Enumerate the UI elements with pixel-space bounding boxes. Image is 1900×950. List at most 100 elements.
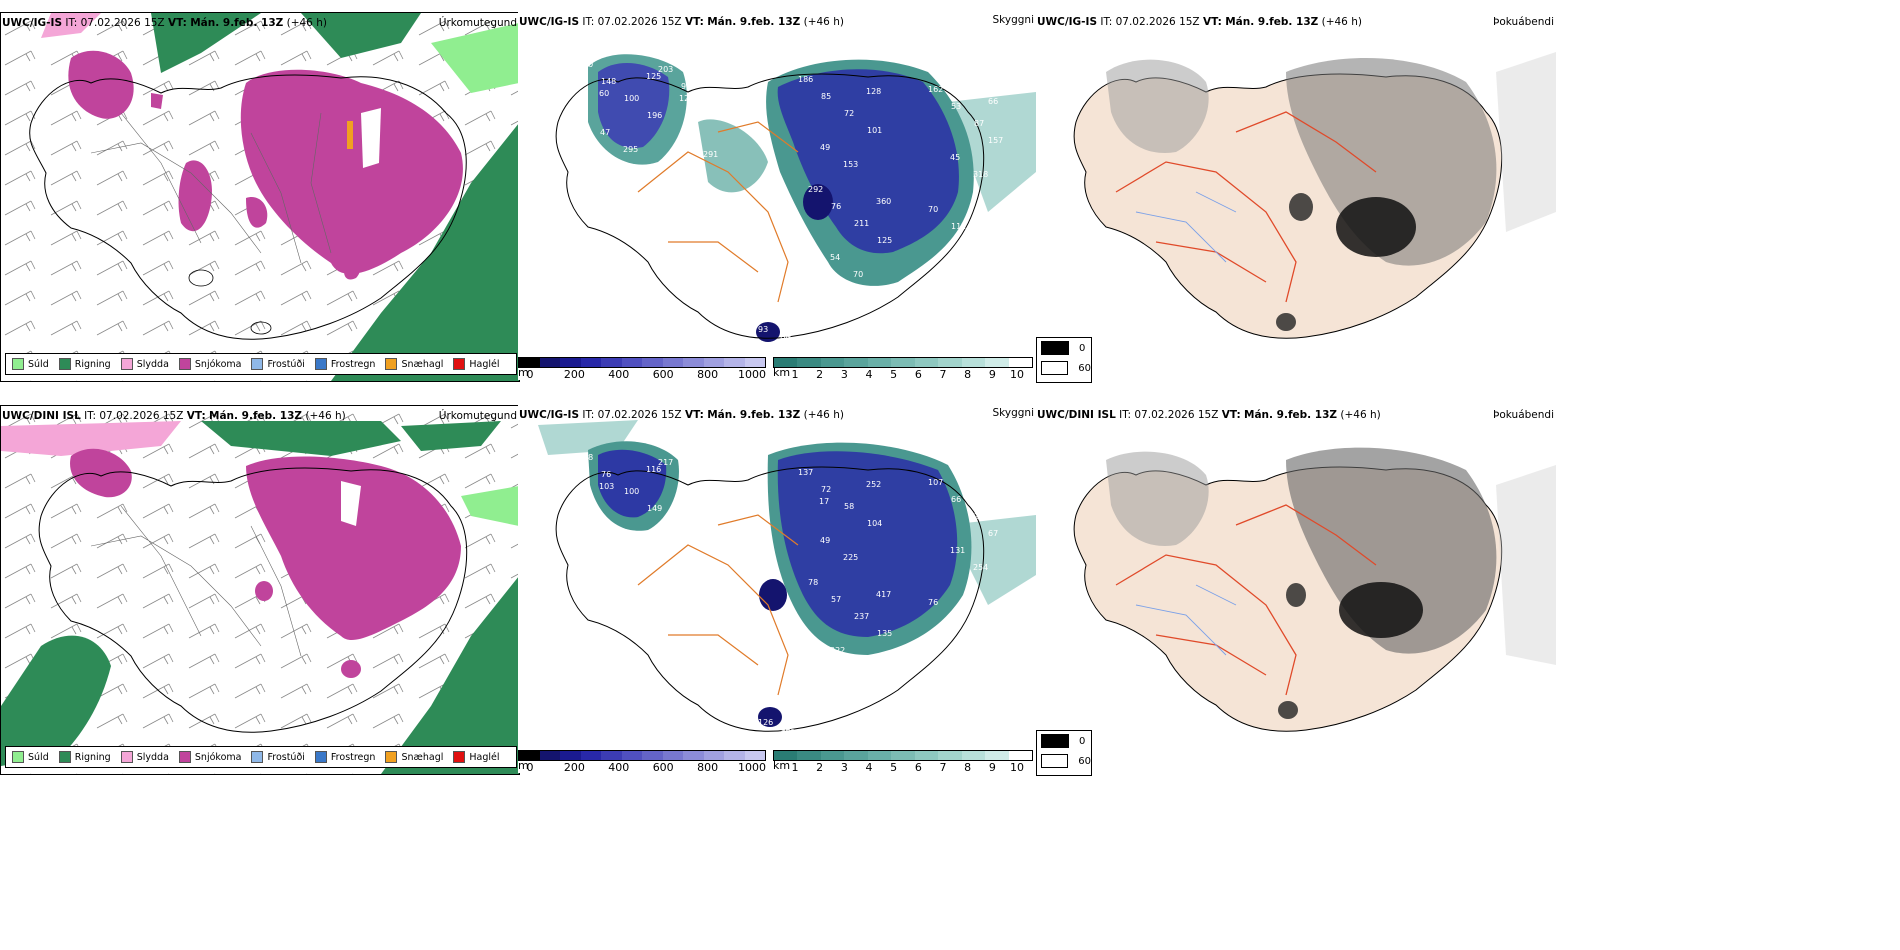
panel-header: UWC/IG-IS IT: 07.02.2026 15Z VT: Mán. 9.… bbox=[1037, 16, 1362, 28]
ceiling-value-label: 295 bbox=[623, 145, 638, 154]
init-label: IT: bbox=[582, 16, 595, 28]
ceiling-value-label: 54 bbox=[830, 253, 840, 262]
ceiling-value-label: 254 bbox=[973, 563, 988, 572]
legend-swatch bbox=[12, 358, 24, 370]
cloud-map: 138 217 137 107 78 126 76 76 88 72 66 57 49 86 100 136 5… bbox=[538, 420, 1036, 737]
init-time: 07.02.2026 15Z bbox=[99, 410, 184, 422]
panel-label-precip: Úrkomutegund bbox=[438, 17, 517, 29]
colorbar-tick: 7 bbox=[939, 761, 947, 773]
legend-item-5: Frostregn bbox=[314, 751, 376, 763]
init-time: 07.02.2026 15Z bbox=[80, 17, 165, 29]
ceiling-unit: m bbox=[518, 366, 529, 379]
legend-swatch bbox=[251, 751, 264, 763]
lead-time: (+46 h) bbox=[305, 410, 346, 422]
ceiling-value-label: 86 bbox=[951, 615, 961, 624]
valid-label: VT: bbox=[167, 17, 187, 29]
legend-label: Súld bbox=[28, 751, 49, 763]
ceiling-value-label: 215 bbox=[804, 335, 819, 344]
cloud-panel-top: UWC/IG-IS IT: 07.02.2026 15Z VT: Mán. 9.… bbox=[518, 12, 1036, 380]
panel-header: UWC/IG-IS IT: 07.02.2026 15Z VT: Mán. 9.… bbox=[519, 409, 844, 421]
legend-swatch bbox=[58, 358, 71, 370]
ceiling-value-label: 67 bbox=[988, 529, 998, 538]
panel-label-cloud: Skyggni bbox=[992, 407, 1035, 419]
ceiling-value-label: 72 bbox=[844, 109, 854, 118]
ceiling-value-label: 47 bbox=[600, 128, 610, 137]
colorbar-tick: 600 bbox=[652, 761, 674, 773]
ceiling-value-label: 60 bbox=[780, 335, 790, 344]
ceiling-value-label: 112 bbox=[951, 222, 966, 231]
init-time: 07.02.2026 15Z bbox=[597, 16, 682, 28]
colorbar-cell bbox=[621, 358, 642, 367]
colorbar-cell bbox=[662, 751, 683, 760]
legend-swatch bbox=[385, 751, 398, 763]
ceiling-value-label: 277 bbox=[988, 610, 1003, 619]
valid-time: Mán. 9.feb. 13Z bbox=[1225, 16, 1319, 28]
valid-time: Mán. 9.feb. 13Z bbox=[190, 17, 284, 29]
ceiling-value-label: 71 bbox=[827, 728, 837, 737]
valid-label: VT: bbox=[1221, 409, 1241, 421]
colorbar-tick: 6 bbox=[914, 368, 922, 380]
colorbar-cell bbox=[703, 358, 724, 367]
ceiling-value-label: 237 bbox=[854, 612, 869, 621]
colorbar-cell bbox=[891, 358, 915, 367]
ceiling-value-label: 163 bbox=[853, 663, 868, 672]
ceiling-value-label: 186 bbox=[798, 75, 813, 84]
colorbar-cell bbox=[961, 358, 986, 367]
ceiling-value-label: 252 bbox=[804, 728, 819, 737]
legend-swatch bbox=[314, 751, 327, 763]
panel-header: UWC/DINI ISL IT: 07.02.2026 15Z VT: Mán.… bbox=[1037, 409, 1381, 421]
ceiling-value-label: 57 bbox=[831, 595, 841, 604]
fog-legend-label: 60 bbox=[1078, 755, 1091, 767]
legend-swatch bbox=[453, 358, 466, 370]
ceiling-value-label: 292 bbox=[808, 185, 823, 194]
ceiling-value-label: 89 bbox=[974, 239, 984, 248]
ceiling-value-label: 148 bbox=[601, 77, 616, 86]
model-name: UWC/IG-IS bbox=[1037, 16, 1098, 28]
ceiling-value-label: 225 bbox=[843, 553, 858, 562]
colorbar-tick: 200 bbox=[563, 368, 585, 380]
ceiling-value-label: 170 bbox=[578, 60, 593, 69]
ceiling-value-label: 149 bbox=[647, 504, 662, 513]
cloud-map: 170 203 186 162 292 93 70 148 97 85 53 76 77 112 100 18… bbox=[555, 54, 1036, 344]
init-label: IT: bbox=[582, 409, 595, 421]
ceiling-colorbar: 0 200 400 600 800 1000 m bbox=[518, 750, 766, 773]
ceiling-value-label: 72 bbox=[821, 485, 831, 494]
ceiling-value-label: 87 bbox=[974, 119, 984, 128]
colorbar-cell bbox=[601, 358, 622, 367]
colorbar-cell bbox=[914, 751, 939, 760]
colorbar-cell bbox=[724, 358, 745, 367]
colorbar-cell bbox=[642, 358, 663, 367]
ceiling-value-label: 153 bbox=[843, 160, 858, 169]
valid-label: VT: bbox=[684, 16, 704, 28]
legend-swatch bbox=[120, 358, 133, 370]
colorbar-cell bbox=[985, 358, 1009, 367]
ceiling-value-label: 17 bbox=[819, 497, 829, 506]
colorbar-cell bbox=[744, 358, 765, 367]
legend-item-0: Súld bbox=[12, 751, 49, 763]
legend-label: Frostregn bbox=[330, 751, 376, 763]
colorbar-cell bbox=[1008, 358, 1032, 367]
legend-item-3: Snjókoma bbox=[178, 751, 241, 763]
fog-legend-label: 0 bbox=[1079, 735, 1086, 747]
ceiling-value-label: 223 bbox=[974, 632, 989, 641]
init-label: IT: bbox=[1100, 16, 1113, 28]
ceiling-value-label: 58 bbox=[844, 502, 854, 511]
ceiling-value-label: 136 bbox=[704, 492, 719, 501]
colorbar-cell bbox=[519, 358, 540, 367]
colorbar-tick: 9 bbox=[988, 368, 996, 380]
ceiling-value-label: 72 bbox=[988, 217, 998, 226]
ceiling-value-label: 114 bbox=[973, 683, 988, 692]
fog-legend-swatch bbox=[1041, 341, 1069, 355]
ceiling-value-label: 126 bbox=[758, 718, 773, 727]
colorbar-cell bbox=[519, 751, 540, 760]
ceiling-value-label: 49 bbox=[781, 728, 791, 737]
ceiling-value-label: 335 bbox=[703, 543, 718, 552]
ceiling-value-label: 94 bbox=[679, 487, 689, 496]
legend-item-0: Súld bbox=[12, 358, 49, 370]
ceiling-value-label: 76 bbox=[601, 470, 611, 479]
init-time: 07.02.2026 15Z bbox=[1134, 409, 1219, 421]
model-name: UWC/DINI ISL bbox=[1037, 409, 1116, 421]
legend-swatch bbox=[314, 358, 327, 370]
lead-time: (+46 h) bbox=[803, 409, 844, 421]
fog-panel-bottom: UWC/DINI ISL IT: 07.02.2026 15Z VT: Mán.… bbox=[1036, 405, 1556, 773]
